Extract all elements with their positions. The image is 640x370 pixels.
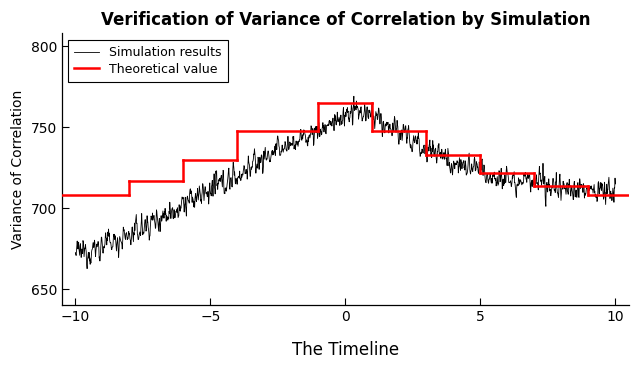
Title: Verification of Variance of Correlation by Simulation: Verification of Variance of Correlation … — [100, 11, 590, 29]
Simulation results — [350, 94, 358, 98]
Y-axis label: Variance of Correlation: Variance of Correlation — [11, 90, 25, 249]
Simulation results — [322, 131, 330, 136]
Simulation results — [312, 131, 320, 135]
Simulation results — [301, 132, 308, 136]
Simulation results — [114, 235, 122, 240]
Line: Simulation results: Simulation results — [76, 96, 616, 269]
Legend: Simulation results, Theoretical value: Simulation results, Theoretical value — [68, 40, 228, 82]
Simulation results — [612, 182, 620, 186]
X-axis label: The Timeline: The Timeline — [292, 341, 399, 359]
Simulation results — [83, 266, 91, 271]
Simulation results — [136, 231, 143, 235]
Simulation results — [72, 250, 79, 255]
Simulation results — [380, 119, 387, 124]
